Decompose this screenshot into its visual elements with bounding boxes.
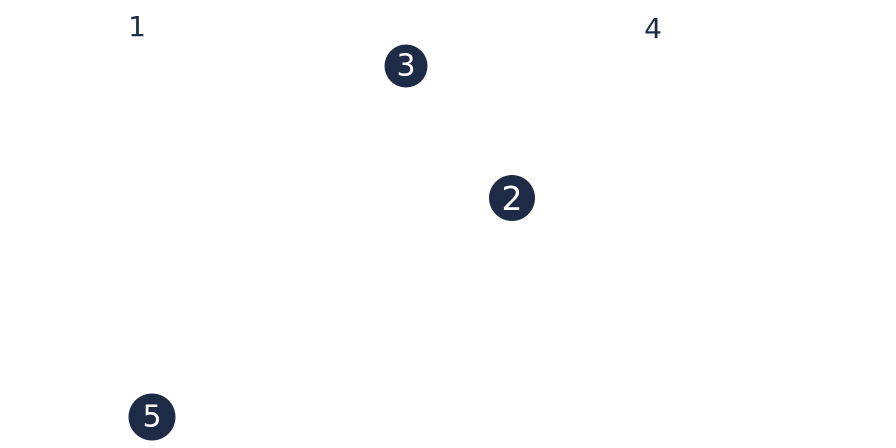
marker-4-label: 4 xyxy=(644,12,662,45)
marker-5-badge: 5 xyxy=(128,393,176,441)
marker-2-badge: 2 xyxy=(489,175,535,221)
marker-3-badge: 3 xyxy=(384,44,428,88)
marker-1-label: 1 xyxy=(128,10,146,43)
